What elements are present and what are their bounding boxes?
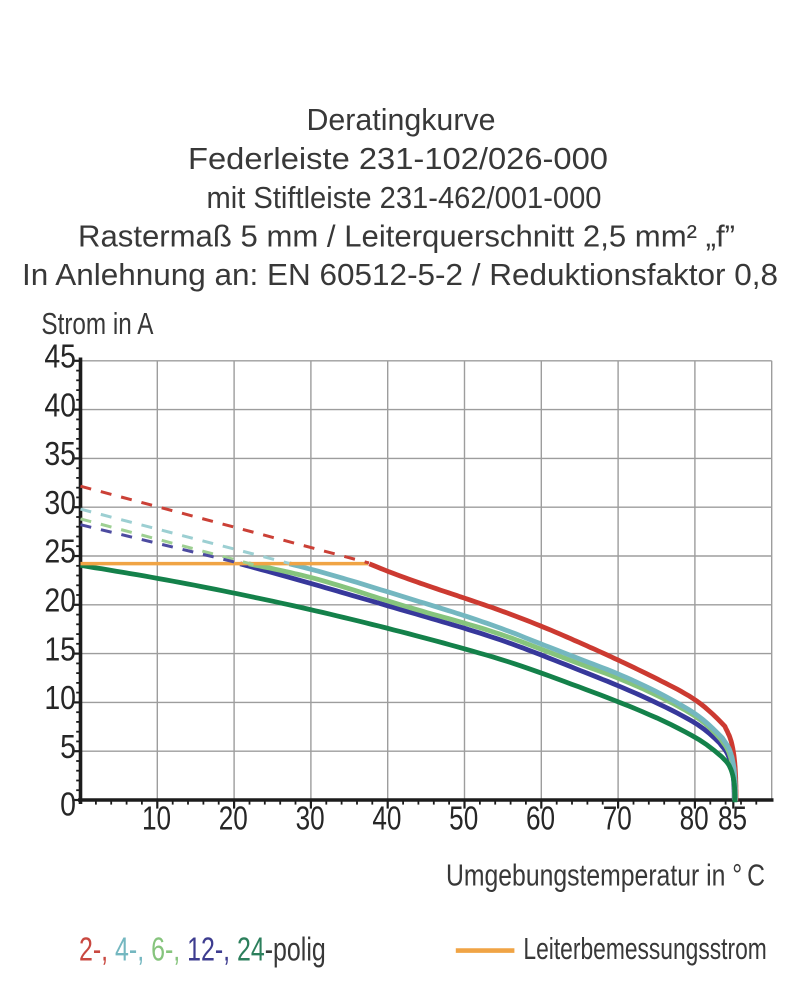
svg-text:0: 0 (60, 785, 76, 823)
svg-text:Leiterbemessungsstrom: Leiterbemessungsstrom (523, 932, 766, 966)
svg-text:Strom in A: Strom in A (41, 306, 153, 341)
svg-text:20: 20 (219, 801, 248, 838)
svg-text:5: 5 (60, 728, 76, 766)
svg-text:Deratingkurve: Deratingkurve (307, 102, 496, 137)
svg-text:25: 25 (44, 533, 76, 571)
svg-text:40: 40 (372, 801, 401, 838)
svg-text:30: 30 (44, 484, 76, 522)
svg-text:2-, 4-, 6-, 12-, 24-polig: 2-, 4-, 6-, 12-, 24-polig (79, 931, 326, 968)
svg-text:20: 20 (44, 581, 76, 619)
svg-text:Umgebungstemperatur in ° C: Umgebungstemperatur in ° C (446, 858, 765, 893)
svg-text:30: 30 (296, 801, 325, 838)
svg-text:mit Stiftleiste 231-462/001-00: mit Stiftleiste 231-462/001-000 (207, 180, 602, 215)
svg-text:Federleiste 231-102/026-000: Federleiste 231-102/026-000 (188, 141, 608, 176)
svg-text:10: 10 (142, 801, 171, 838)
svg-text:15: 15 (44, 630, 76, 668)
svg-text:45: 45 (44, 337, 76, 375)
svg-text:40: 40 (44, 386, 76, 424)
svg-text:50: 50 (449, 801, 478, 838)
svg-text:35: 35 (44, 435, 76, 473)
svg-text:80: 80 (680, 801, 709, 838)
svg-text:70: 70 (603, 801, 632, 838)
svg-text:60: 60 (526, 801, 555, 838)
svg-text:85: 85 (718, 801, 747, 838)
svg-text:10: 10 (44, 679, 76, 717)
svg-text:In Anlehnung an: EN 60512-5-2: In Anlehnung an: EN 60512-5-2 / Reduktio… (22, 257, 778, 292)
svg-text:Rastermaß 5 mm / Leiterquersch: Rastermaß 5 mm / Leiterquerschnitt 2,5 m… (78, 219, 735, 254)
